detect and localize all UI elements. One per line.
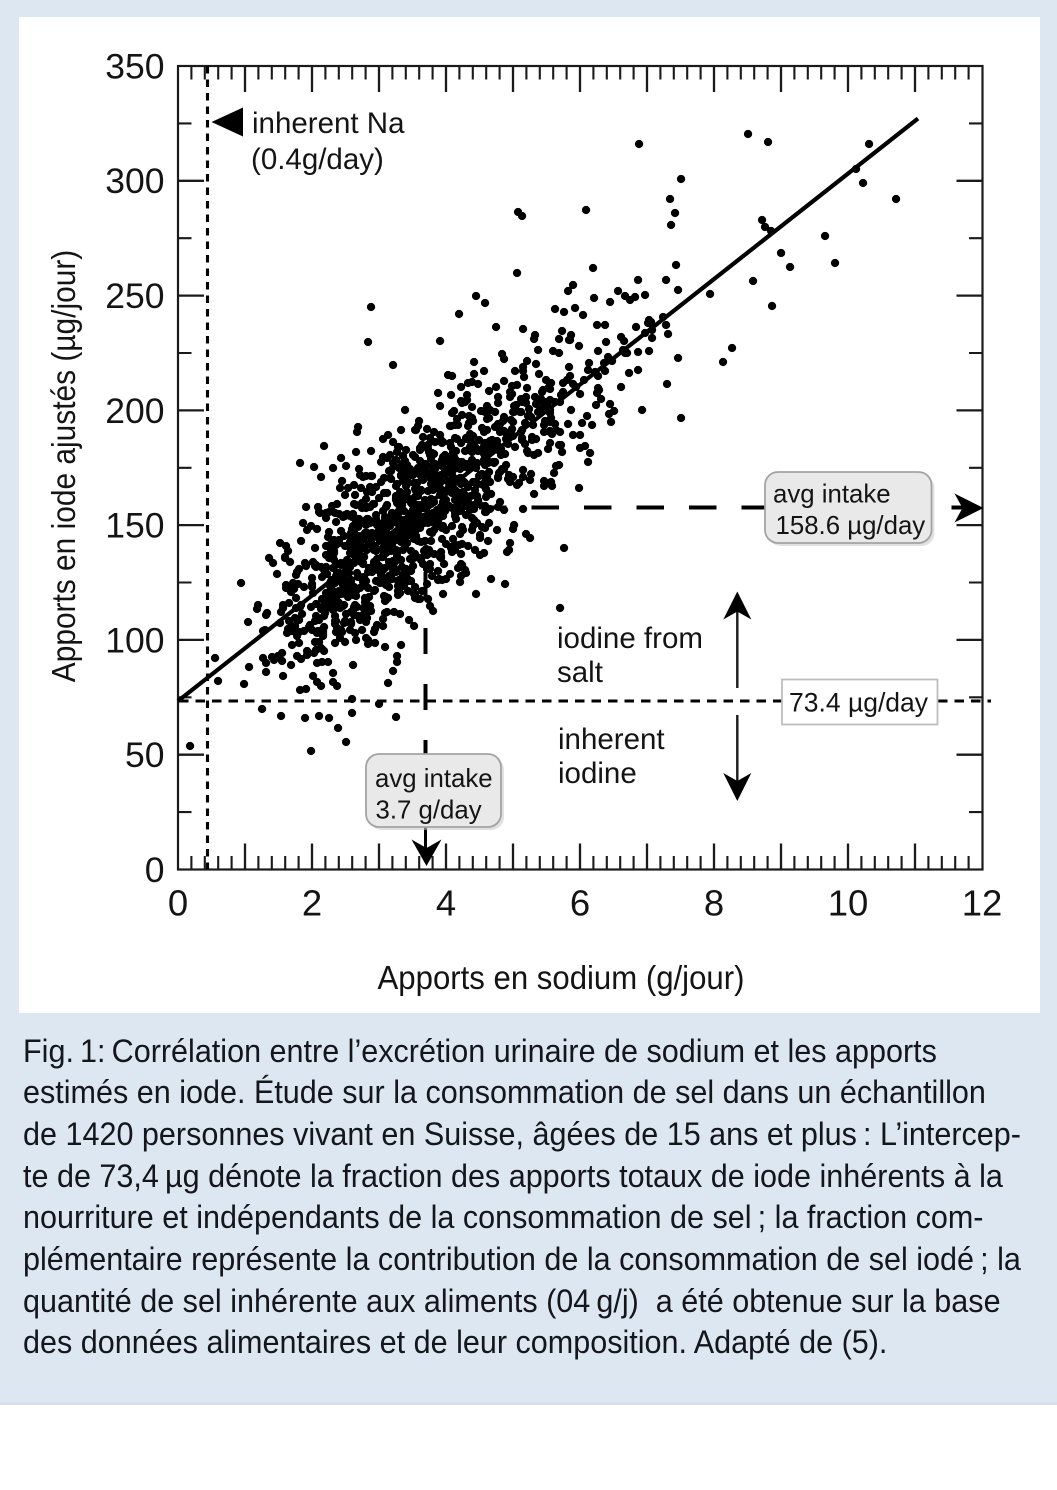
svg-text:avg intake: avg intake: [773, 481, 891, 509]
svg-text:iodine: iodine: [558, 757, 637, 790]
svg-text:4: 4: [436, 883, 456, 924]
svg-text:350: 350: [105, 46, 164, 86]
svg-text:3.7 g/day: 3.7 g/day: [376, 797, 482, 825]
svg-text:0: 0: [168, 883, 188, 924]
svg-text:Apports en sodium (g/jour): Apports en sodium (g/jour): [378, 959, 745, 996]
svg-text:2: 2: [302, 883, 322, 924]
svg-text:0: 0: [145, 850, 165, 890]
svg-text:6: 6: [570, 883, 590, 924]
svg-text:Apports en iode ajustés (µg/jo: Apports en iode ajustés (µg/jour): [46, 250, 83, 682]
svg-text:150: 150: [105, 506, 164, 546]
svg-text:10: 10: [828, 883, 869, 924]
svg-text:50: 50: [125, 735, 165, 775]
svg-text:iodine from: iodine from: [557, 622, 703, 655]
svg-text:(0.4g/day): (0.4g/day): [251, 143, 384, 176]
svg-text:100: 100: [105, 620, 164, 660]
svg-text:73.4 µg/day: 73.4 µg/day: [789, 688, 929, 718]
svg-text:12: 12: [962, 883, 1003, 924]
svg-text:inherent: inherent: [558, 723, 665, 756]
svg-text:300: 300: [105, 161, 164, 201]
svg-text:salt: salt: [557, 656, 603, 689]
svg-text:250: 250: [105, 276, 164, 316]
svg-text:200: 200: [105, 391, 164, 431]
svg-text:avg intake: avg intake: [375, 765, 493, 793]
svg-text:8: 8: [704, 883, 724, 924]
svg-text:inherent Na: inherent Na: [252, 107, 405, 140]
svg-text:158.6 µg/day: 158.6 µg/day: [776, 512, 926, 540]
